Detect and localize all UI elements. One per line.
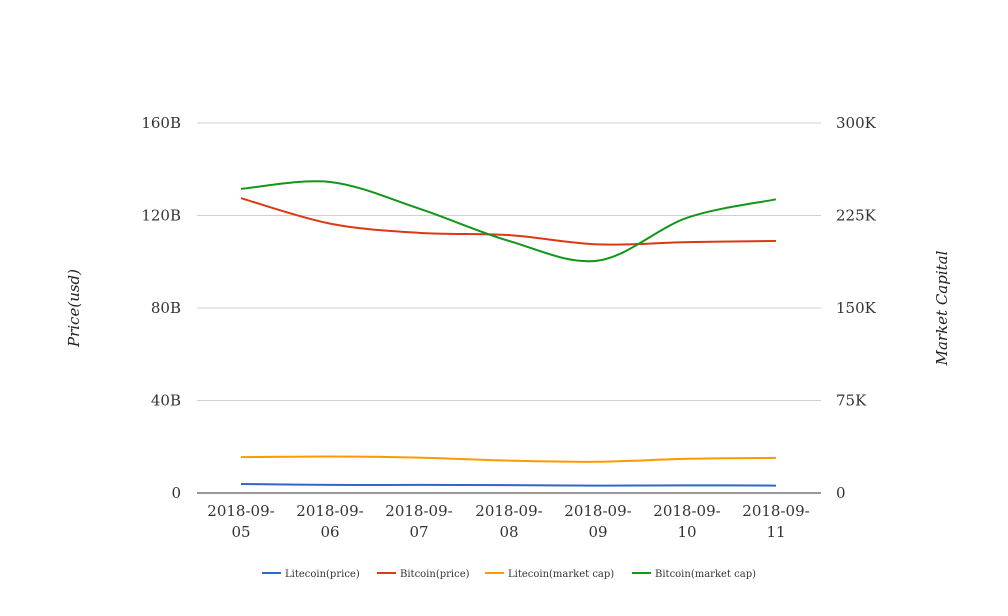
right-tick-label: 300K xyxy=(836,114,877,132)
left-tick-label: 40B xyxy=(151,392,181,410)
legend-label: Litecoin(price) xyxy=(285,569,360,580)
right-tick-label: 75K xyxy=(836,392,867,410)
x-tick-label: 2018-09-07 xyxy=(385,502,452,541)
right-tick-label: 150K xyxy=(836,299,877,317)
x-tick-label: 2018-09-11 xyxy=(742,502,809,541)
right-tick-label: 0 xyxy=(836,484,846,502)
legend-label: Bitcoin(market cap) xyxy=(655,569,756,580)
left-tick-label: 0 xyxy=(171,484,181,502)
series-lines xyxy=(240,180,777,487)
left-tick-label: 120B xyxy=(141,207,181,225)
legend-item: Litecoin(market cap) xyxy=(485,569,614,580)
x-tick-label: 2018-09-09 xyxy=(564,502,631,541)
y-axis-title-left: Price(usd) xyxy=(65,269,83,348)
legend-label: Litecoin(market cap) xyxy=(508,569,614,580)
gridlines xyxy=(197,122,821,494)
x-axis-ticks: 2018-09-05 2018-09-06 2018-09-07 2018-09-08… xyxy=(207,502,809,541)
x-tick-label: 2018-09-05 xyxy=(207,502,274,541)
legend-label: Bitcoin(price) xyxy=(400,569,470,580)
x-tick-label: 2018-09-08 xyxy=(475,502,542,541)
legend: Litecoin(price) Bitcoin(price) Litecoin(ma… xyxy=(262,569,756,580)
series-line-litecoin-market-cap xyxy=(240,455,777,463)
x-tick-label: 2018-09-06 xyxy=(296,502,363,541)
left-axis-ticks: 0 40B 80B 120B 160B xyxy=(141,114,181,502)
right-tick-label: 225K xyxy=(836,207,877,225)
legend-item: Bitcoin(price) xyxy=(377,569,470,580)
right-axis-ticks: 0 75K 150K 225K 300K xyxy=(836,114,877,502)
series-line-bitcoin-price xyxy=(240,197,777,246)
left-tick-label: 160B xyxy=(141,114,181,132)
legend-item: Litecoin(price) xyxy=(262,569,360,580)
series-line-litecoin-price xyxy=(240,482,777,487)
y-axis-title-right: Market Capital xyxy=(933,250,951,366)
x-tick-label: 2018-09-10 xyxy=(653,502,720,541)
legend-item: Bitcoin(market cap) xyxy=(632,569,756,580)
left-tick-label: 80B xyxy=(151,299,181,317)
series-line-bitcoin-market-cap xyxy=(240,180,777,263)
